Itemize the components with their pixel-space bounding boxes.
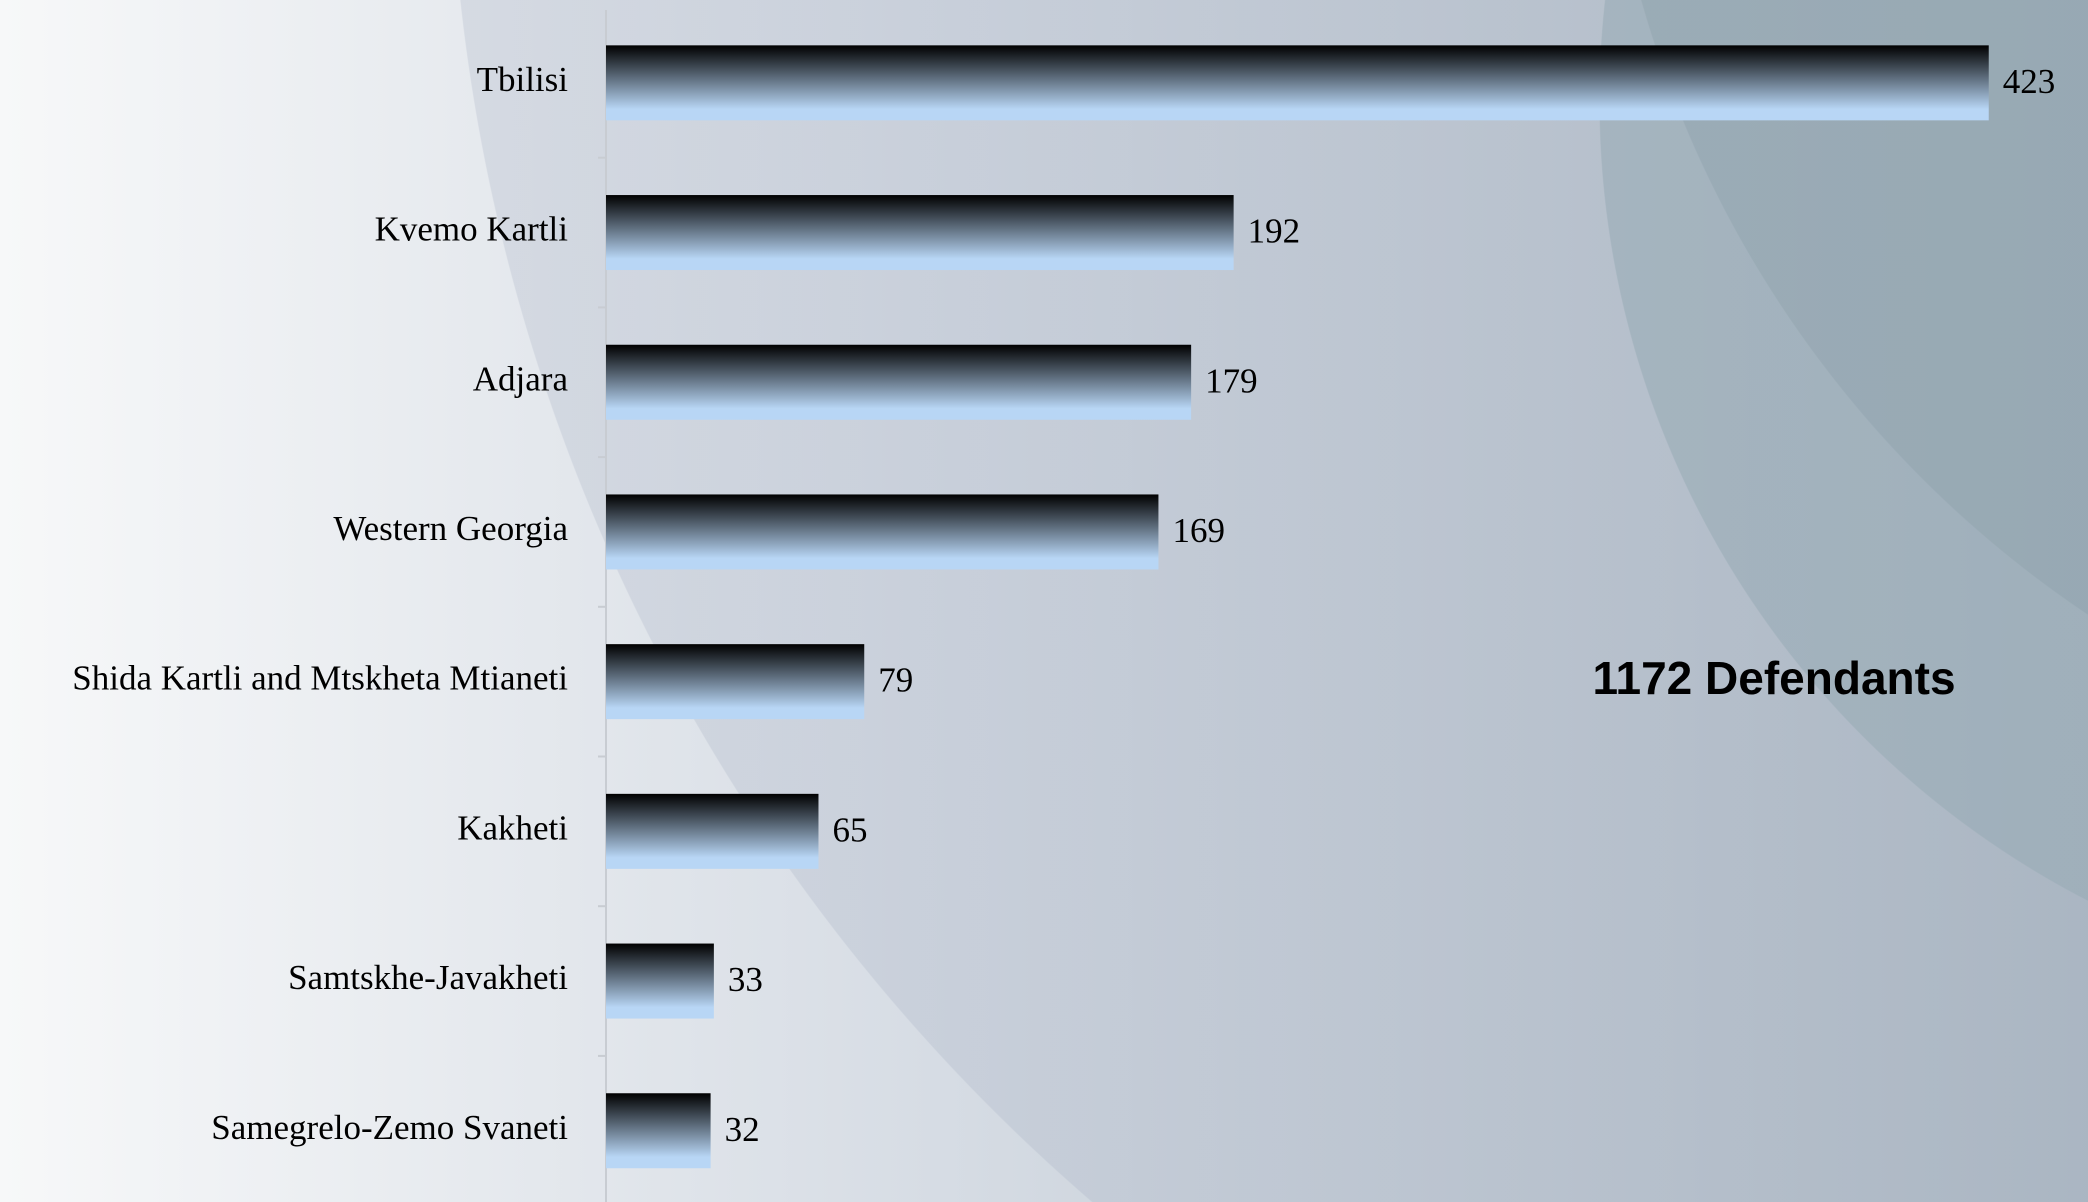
category-label: Adjara: [473, 359, 569, 398]
bar: [606, 644, 865, 720]
annotation: 1172 Defendants: [1592, 652, 1955, 704]
value-label: 65: [832, 810, 867, 849]
bar: [606, 943, 714, 1019]
bar: [606, 494, 1159, 570]
value-label: 423: [2003, 62, 2056, 101]
value-label: 33: [728, 960, 763, 999]
category-label: Samtskhe-Javakheti: [288, 958, 568, 997]
bar: [606, 195, 1234, 271]
value-label: 169: [1172, 511, 1225, 550]
bar: [606, 1093, 711, 1169]
value-label: 192: [1248, 212, 1301, 251]
category-label: Kakheti: [457, 808, 568, 847]
category-label: Tbilisi: [477, 60, 569, 99]
category-label: Western Georgia: [333, 509, 568, 548]
value-label: 32: [725, 1110, 760, 1149]
category-label: Kvemo Kartli: [375, 210, 569, 249]
value-label: 179: [1205, 361, 1258, 400]
value-label: 79: [878, 661, 913, 700]
category-label: Shida Kartli and Mtskheta Mtianeti: [72, 659, 568, 698]
bar: [606, 344, 1192, 420]
bar: [606, 793, 819, 869]
category-label: Samegrelo-Zemo Svaneti: [211, 1108, 568, 1147]
bar: [606, 45, 1989, 121]
